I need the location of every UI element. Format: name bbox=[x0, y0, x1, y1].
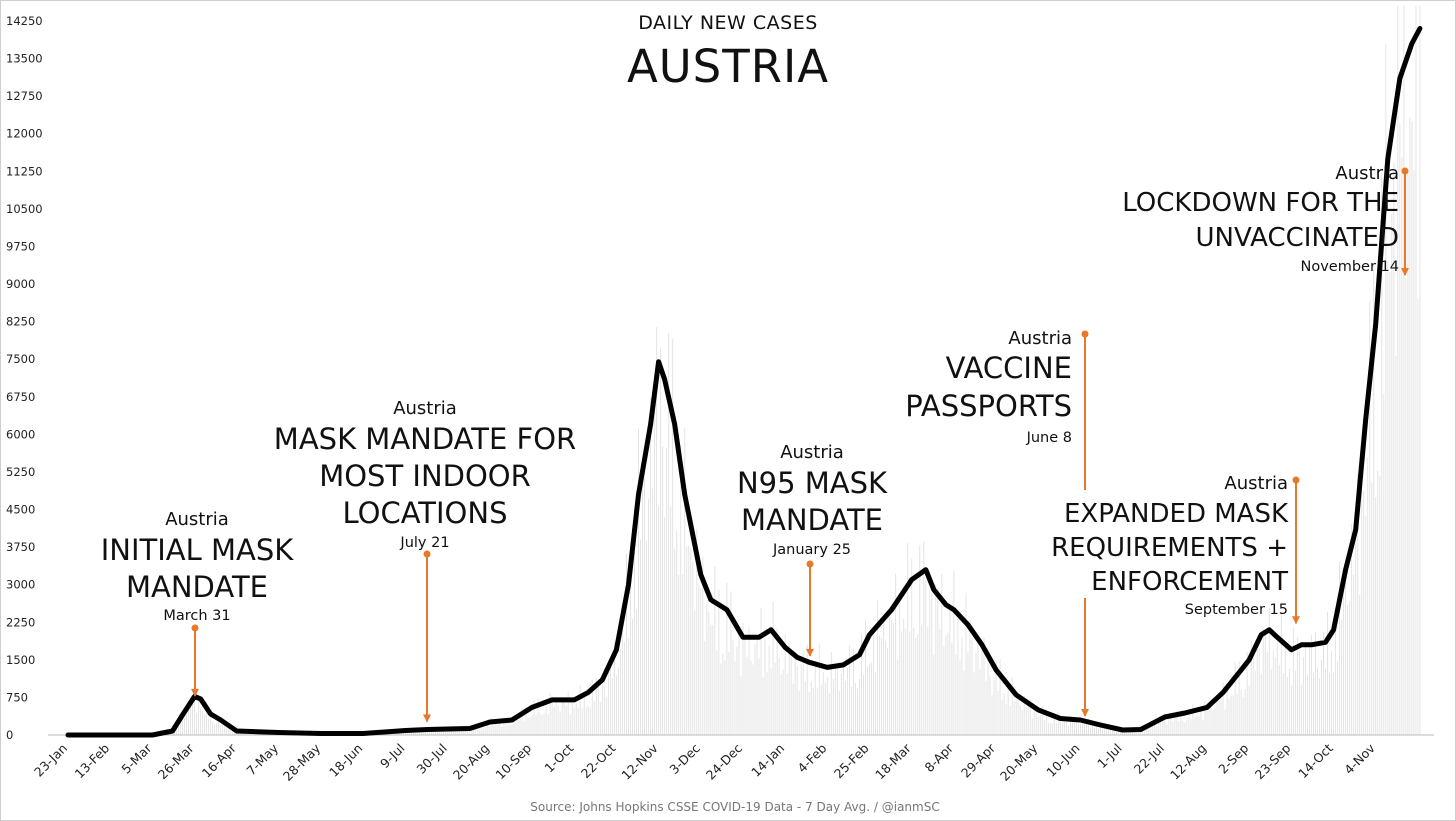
x-tick-label: 18-Mar bbox=[872, 740, 914, 782]
annotation-label: Austria bbox=[780, 442, 844, 463]
annotation-dot bbox=[191, 624, 199, 632]
annotation-headline: MANDATE bbox=[126, 570, 268, 604]
annotation-headline: LOCKDOWN FOR THE bbox=[1122, 188, 1399, 218]
y-tick-label: 2250 bbox=[6, 615, 35, 629]
x-tick-label: 16-Apr bbox=[199, 740, 240, 781]
y-tick-label: 12750 bbox=[6, 89, 43, 103]
annotation-arrowhead bbox=[1292, 616, 1300, 625]
x-tick-label: 20-Aug bbox=[450, 741, 492, 783]
x-tick-label: 12-Nov bbox=[618, 740, 661, 783]
x-tick-label: 1-Oct bbox=[541, 740, 576, 775]
x-tick-label: 3-Dec bbox=[666, 740, 703, 777]
x-tick-label: 14-Oct bbox=[1295, 740, 1336, 781]
annotation-headline: INITIAL MASK bbox=[101, 533, 295, 567]
y-tick-label: 3000 bbox=[6, 578, 35, 592]
annotation-arrowhead bbox=[1081, 708, 1089, 717]
series-line bbox=[65, 26, 1423, 738]
x-tick-label: 9-Jul bbox=[377, 741, 408, 772]
annotation-label: Austria bbox=[393, 398, 457, 419]
y-tick-label: 3750 bbox=[6, 540, 35, 554]
annotation-headline: N95 MASK bbox=[737, 466, 888, 500]
annotation-label: Austria bbox=[1008, 328, 1072, 349]
annotation-arrowhead bbox=[423, 714, 431, 723]
annotation-date: September 15 bbox=[1185, 602, 1288, 618]
x-tick-label: 10-Jun bbox=[1043, 741, 1082, 780]
x-tick-label: 4-Nov bbox=[1341, 740, 1378, 777]
annotation-headline: MANDATE bbox=[741, 503, 883, 537]
annotation-date: July 21 bbox=[399, 535, 449, 551]
x-tick-label: 24-Dec bbox=[703, 740, 745, 782]
annotation-dot bbox=[1292, 476, 1300, 484]
annotation-dot bbox=[1401, 167, 1409, 175]
x-tick-label: 26-Mar bbox=[155, 740, 197, 782]
annotation-date: June 8 bbox=[1026, 430, 1072, 446]
annotation-headline: MOST INDOOR bbox=[319, 459, 531, 493]
x-tick-label: 28-May bbox=[280, 740, 324, 784]
annotation-arrowhead bbox=[191, 688, 199, 697]
x-tick-label: 30-Jul bbox=[414, 741, 450, 777]
x-tick-label: 12-Aug bbox=[1167, 741, 1209, 783]
y-tick-label: 9000 bbox=[6, 277, 35, 291]
x-tick-label: 23-Sep bbox=[1252, 740, 1294, 782]
y-tick-label: 10500 bbox=[6, 202, 43, 216]
annotation-dot bbox=[806, 560, 814, 568]
annotation-headline: ENFORCEMENT bbox=[1091, 567, 1288, 597]
y-tick-label: 4500 bbox=[6, 503, 35, 517]
x-tick-label: 1-Jul bbox=[1094, 741, 1125, 772]
y-tick-label: 750 bbox=[6, 690, 28, 704]
source-note: Source: Johns Hopkins CSSE COVID-19 Data… bbox=[530, 800, 940, 814]
y-tick-label: 7500 bbox=[6, 352, 35, 366]
x-tick-label: 4-Feb bbox=[794, 740, 829, 775]
annotation-arrowhead bbox=[1401, 268, 1409, 277]
annotation-headline: REQUIREMENTS + bbox=[1051, 533, 1288, 563]
x-tick-label: 8-Apr bbox=[921, 740, 956, 775]
y-tick-label: 1500 bbox=[6, 653, 35, 667]
y-tick-label: 12000 bbox=[6, 127, 43, 141]
annotation-arrowhead bbox=[806, 648, 814, 657]
x-tick-label: 23-Jan bbox=[31, 741, 70, 780]
annotation-date: January 25 bbox=[772, 542, 851, 558]
annotation-label: Austria bbox=[165, 509, 229, 530]
annotation-headline: EXPANDED MASK bbox=[1064, 499, 1289, 529]
annotation-date: November 14 bbox=[1301, 259, 1400, 275]
annotation-headline: LOCATIONS bbox=[343, 496, 508, 530]
annotation-label: Austria bbox=[1224, 473, 1288, 494]
y-tick-label: 8250 bbox=[6, 315, 35, 329]
y-tick-label: 0 bbox=[6, 728, 13, 742]
annotation-headline: VACCINE bbox=[946, 351, 1072, 385]
y-tick-label: 6000 bbox=[6, 427, 35, 441]
annotation-label: Austria bbox=[1335, 163, 1399, 184]
x-tick-label: 13-Feb bbox=[72, 740, 113, 781]
x-tick-label: 18-Jun bbox=[326, 741, 365, 780]
x-tick-label: 22-Oct bbox=[578, 740, 619, 781]
x-tick-label: 10-Sep bbox=[492, 740, 534, 782]
y-tick-label: 11250 bbox=[6, 164, 43, 178]
y-tick-label: 9750 bbox=[6, 239, 35, 253]
x-tick-label: 14-Jan bbox=[748, 741, 787, 780]
x-tick-label: 5-Mar bbox=[118, 740, 155, 777]
annotation-headline: UNVACCINATED bbox=[1196, 223, 1399, 253]
chart-title: AUSTRIA bbox=[626, 40, 830, 93]
annotation-headline: MASK MANDATE FOR bbox=[274, 422, 576, 456]
annotation-dot bbox=[423, 550, 431, 558]
y-tick-label: 14250 bbox=[6, 14, 43, 28]
x-tick-label: 22-Jul bbox=[1131, 741, 1167, 777]
x-tick-label: 29-Apr bbox=[958, 740, 999, 781]
x-tick-label: 20-May bbox=[997, 740, 1041, 784]
x-tick-label: 25-Feb bbox=[831, 740, 872, 781]
chart-subtitle: DAILY NEW CASES bbox=[638, 12, 818, 34]
x-tick-label: 2-Sep bbox=[1215, 740, 1251, 776]
annotation-date: March 31 bbox=[163, 608, 230, 624]
x-tick-label: 7-May bbox=[243, 740, 281, 778]
y-tick-label: 5250 bbox=[6, 465, 35, 479]
annotation-headline: PASSPORTS bbox=[905, 389, 1072, 423]
y-tick-label: 13500 bbox=[6, 52, 43, 66]
annotation-dot bbox=[1081, 330, 1089, 338]
y-tick-label: 6750 bbox=[6, 390, 35, 404]
